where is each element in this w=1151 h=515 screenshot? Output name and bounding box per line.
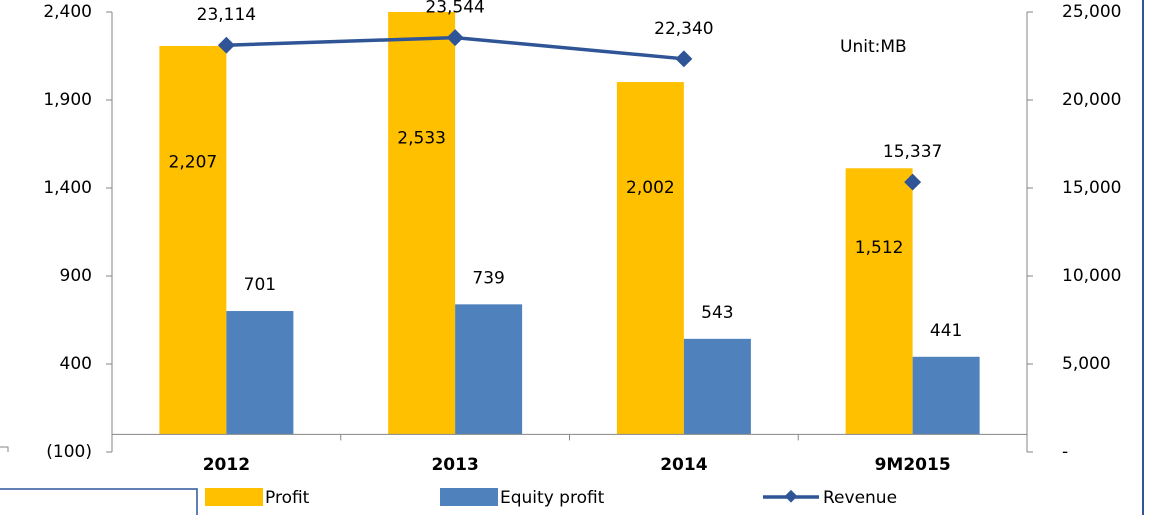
legend-label: Equity profit [500, 488, 605, 508]
x-tick-label: 9M2015 [875, 455, 951, 475]
bar [226, 311, 294, 435]
x-tick-label: 2012 [203, 455, 250, 475]
data-label: 701 [244, 275, 276, 295]
data-label: 739 [472, 268, 504, 288]
bar [912, 356, 980, 435]
data-label: 22,340 [654, 19, 713, 39]
y2-tick-label: - [1062, 442, 1068, 462]
data-label: 2,002 [626, 178, 675, 198]
y2-tick-label: 15,000 [1062, 178, 1121, 198]
legend-swatch [440, 488, 498, 506]
marker [904, 173, 922, 191]
bar [616, 82, 684, 435]
y-tick-label: (100) [46, 442, 92, 462]
data-label: 2,533 [397, 129, 446, 149]
legend-label: Revenue [823, 488, 897, 508]
legend-swatch [784, 489, 798, 503]
y-tick-label: 900 [60, 266, 92, 286]
bar [455, 304, 523, 435]
y2-tick-label: 10,000 [1062, 266, 1121, 286]
annotation: Unit:MB [840, 37, 907, 57]
y-tick-label: 2,400 [43, 2, 92, 22]
x-tick-label: 2013 [431, 455, 478, 475]
data-label: 543 [701, 303, 733, 323]
bar [159, 45, 227, 435]
y2-tick-label: 25,000 [1062, 2, 1121, 22]
x-tick-label: 2014 [660, 455, 707, 475]
bar [388, 12, 456, 435]
data-label: 23,544 [425, 0, 484, 18]
bar [683, 338, 751, 435]
data-label: 441 [930, 321, 962, 341]
data-label: 1,512 [855, 238, 904, 258]
legend-label: Profit [265, 488, 310, 508]
frame-box [0, 488, 198, 515]
legend-swatch [205, 488, 263, 506]
bar [845, 168, 913, 435]
marker [675, 50, 693, 68]
y2-tick-label: 5,000 [1062, 354, 1111, 374]
data-label: 15,337 [883, 142, 942, 162]
y-tick-label: 1,400 [43, 178, 92, 198]
data-label: 2,207 [169, 152, 218, 172]
y-tick-label: 400 [60, 354, 92, 374]
y-tick-label: 1,900 [43, 90, 92, 110]
frame-tick [0, 446, 9, 452]
y2-tick-label: 20,000 [1062, 90, 1121, 110]
data-label: 23,114 [197, 5, 256, 25]
